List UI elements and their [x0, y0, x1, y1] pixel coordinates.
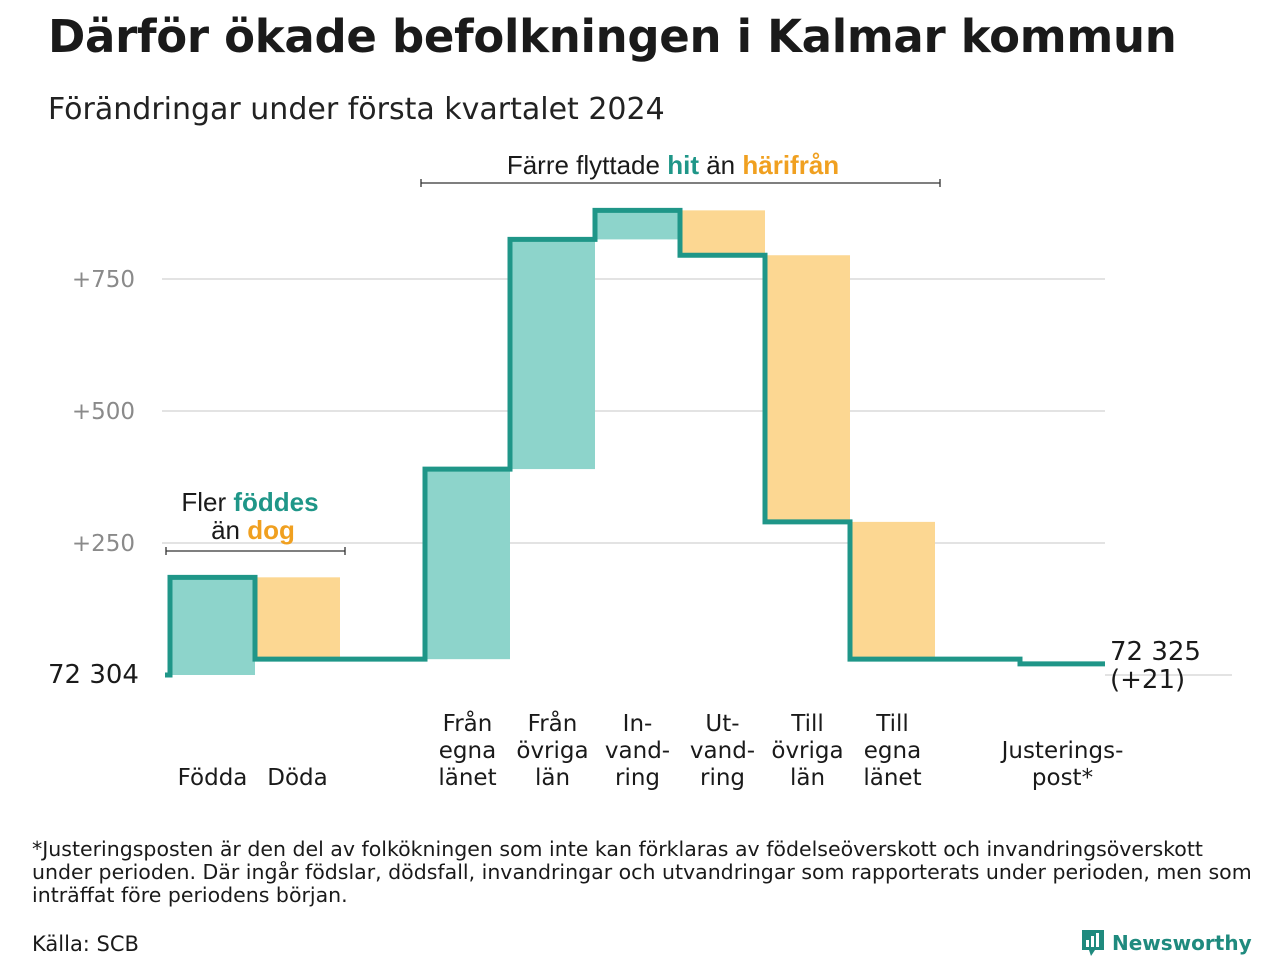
category-label: Födda: [178, 765, 248, 791]
newsworthy-logo-text: Newsworthy: [1112, 931, 1252, 955]
births-annotation-line2: än dog: [211, 515, 295, 545]
births-annotation-highlight: föddes: [233, 487, 318, 517]
moves-annotation-highlight: hit: [667, 150, 699, 180]
end-change-label: (+21): [1110, 665, 1185, 695]
y-tick-label: +500: [72, 399, 135, 425]
cumulative-step-line: [165, 207, 1105, 678]
category-label: övriga: [516, 738, 588, 764]
category-label: Till: [790, 711, 824, 737]
bar: [425, 469, 510, 660]
category-label: Döda: [267, 765, 327, 791]
moves-annotation-text: än: [699, 150, 742, 180]
category-label: Från: [528, 709, 578, 737]
category-label: vand-: [690, 738, 755, 764]
chart-title: Därför ökade befolkningen i Kalmar kommu…: [48, 10, 1177, 63]
category-label: vand-: [605, 738, 670, 764]
newsworthy-logo[interactable]: Newsworthy: [1080, 928, 1252, 958]
births-annotation-text: Fler: [181, 487, 233, 517]
bar: [680, 210, 765, 256]
category-label: länet: [438, 765, 496, 791]
end-value-label: 72 325: [1110, 637, 1201, 667]
category-label: Justerings-: [1000, 738, 1124, 764]
bar: [510, 239, 595, 470]
category-label: länet: [863, 765, 921, 791]
moves-bracket: [420, 179, 941, 187]
births-annotation-line1: Fler föddes: [181, 487, 318, 517]
category-label: Från: [443, 709, 493, 737]
category-label: post*: [1032, 765, 1093, 791]
category-label: län: [790, 765, 825, 791]
y-tick-label: +750: [72, 267, 135, 293]
births-bracket: [165, 547, 346, 555]
chart-subtitle: Förändringar under första kvartalet 2024: [48, 92, 665, 127]
moves-annotation-highlight: härifrån: [742, 150, 839, 180]
category-label: Ut-: [705, 711, 739, 737]
category-label: övriga: [771, 738, 843, 764]
bar: [765, 255, 850, 522]
category-label: ring: [615, 765, 660, 791]
source-note: Källa: SCB: [32, 932, 139, 956]
y-tick-label: +250: [72, 531, 135, 557]
start-value-label: 72 304: [48, 660, 139, 690]
category-label: ring: [700, 765, 745, 791]
births-annotation-text: än: [211, 515, 247, 545]
newsworthy-logo-icon: [1082, 930, 1104, 956]
category-label: egna: [439, 738, 496, 764]
bar: [595, 210, 680, 240]
moves-annotation: Färre flyttade hit än härifrån: [507, 150, 839, 180]
category-label: Till: [875, 711, 909, 737]
category-label: län: [535, 765, 570, 791]
category-label: In-: [623, 711, 653, 737]
moves-annotation-text: Färre flyttade: [507, 150, 667, 180]
category-label: egna: [864, 738, 921, 764]
bar: [255, 577, 340, 660]
bar: [170, 577, 255, 675]
footnote: *Justeringsposten är den del av folkökni…: [32, 837, 1252, 907]
births-annotation-highlight: dog: [247, 515, 295, 545]
bar: [850, 521, 935, 660]
